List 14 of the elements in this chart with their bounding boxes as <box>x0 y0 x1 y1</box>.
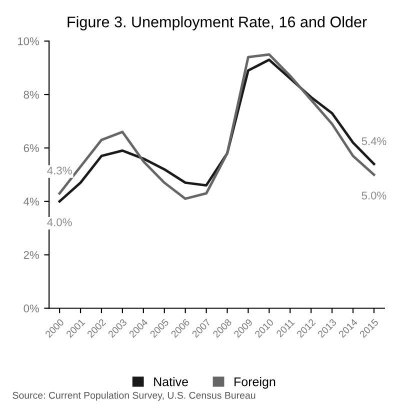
y-tick-label: 10% <box>18 37 39 46</box>
legend-label: Foreign <box>234 377 276 389</box>
source-note: Source: Current Population Survey, U.S. Census Bureau <box>12 392 256 401</box>
annotation: 4.3% <box>47 166 72 175</box>
annotation: 5.0% <box>362 192 386 200</box>
y-tick-label: 2% <box>24 251 39 259</box>
legend-label: Native <box>154 377 188 386</box>
y-tick-label: 0% <box>24 304 39 312</box>
y-tick-label: 8% <box>24 90 39 99</box>
y-tick-label: 4% <box>24 198 39 206</box>
y-tick-label: 6% <box>24 144 39 152</box>
annotation: 5.4% <box>362 137 386 146</box>
chart-title: Figure 3. Unemployment Rate, 16 and Older <box>68 16 367 30</box>
annotation: 4.0% <box>47 218 72 226</box>
